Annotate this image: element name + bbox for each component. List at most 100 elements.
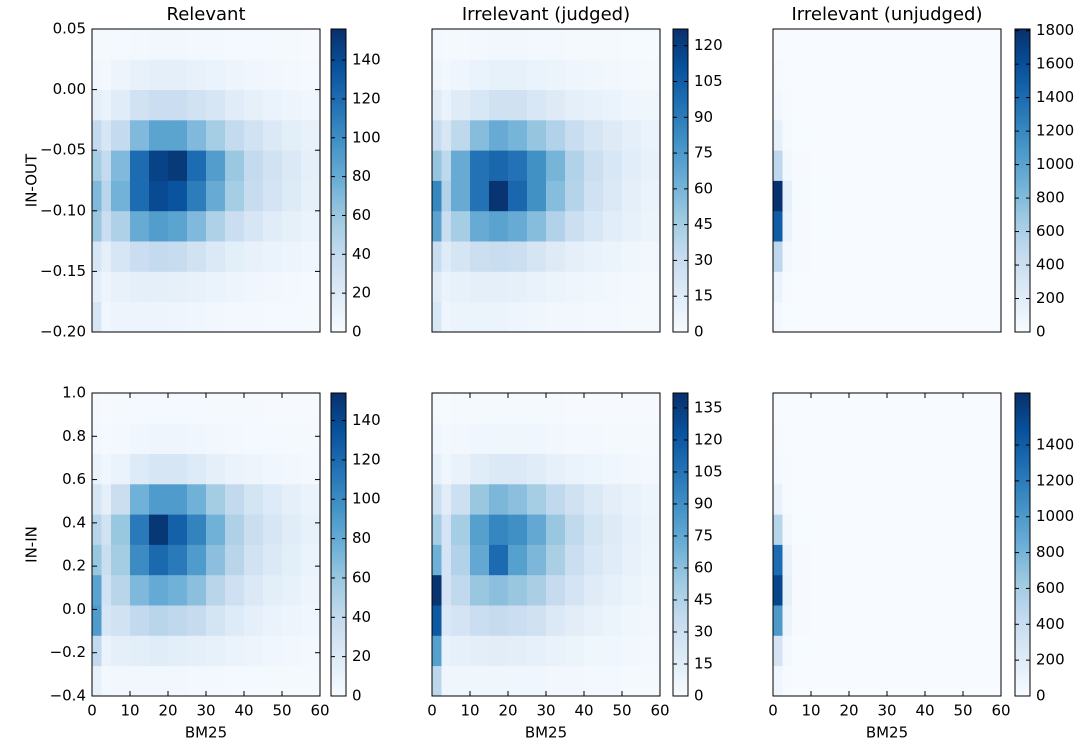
heatmap-cell — [130, 59, 150, 90]
heatmap-cell — [441, 453, 452, 485]
heatmap-cell — [584, 29, 604, 60]
colorbar — [331, 393, 346, 696]
heatmap-cell — [944, 635, 964, 667]
heatmap-cell — [244, 544, 264, 576]
heatmap-cell — [130, 544, 150, 576]
heatmap-cell — [92, 241, 102, 272]
heatmap-cell — [546, 180, 566, 212]
heatmap-cell — [301, 180, 321, 212]
heatmap-cell — [527, 29, 547, 60]
heatmap-cell — [773, 605, 783, 636]
heatmap-cell — [887, 301, 907, 333]
heatmap-cell — [263, 210, 283, 242]
heatmap-cell — [263, 301, 283, 333]
heatmap-cell — [584, 544, 604, 576]
colorbar-tick-label: 120 — [694, 36, 723, 54]
heatmap-cell — [225, 514, 245, 545]
heatmap-cell — [206, 180, 226, 212]
heatmap-cell — [130, 301, 150, 333]
heatmap-cell — [830, 210, 850, 242]
heatmap-cell — [546, 605, 566, 636]
heatmap-cell — [622, 665, 642, 697]
heatmap-cell — [244, 59, 264, 90]
heatmap-cell — [641, 119, 661, 151]
heatmap-cell — [782, 89, 793, 121]
heatmap-cell — [470, 119, 490, 151]
heatmap-cell — [206, 271, 226, 303]
heatmap-cell — [849, 301, 869, 333]
heatmap-cell — [603, 483, 623, 515]
heatmap-cell — [773, 574, 783, 606]
heatmap-cell — [206, 665, 226, 697]
y-tick-label: 0.0 — [62, 600, 86, 618]
heatmap-cell — [641, 393, 661, 424]
heatmap-cell — [489, 89, 509, 121]
heatmap-cell — [868, 150, 888, 181]
heatmap-cell — [527, 635, 547, 667]
heatmap-cell — [887, 271, 907, 303]
heatmap-cell — [187, 605, 207, 636]
heatmap-cell — [244, 483, 264, 515]
x-tick-label: 30 — [877, 702, 896, 720]
heatmap-cell — [149, 271, 169, 303]
colorbar-tick-label: 60 — [694, 558, 713, 576]
heatmap-cell — [111, 301, 131, 333]
heatmap-cell — [944, 605, 964, 636]
heatmap-cell — [101, 544, 112, 576]
heatmap-cell — [130, 453, 150, 485]
heatmap-cell — [168, 59, 188, 90]
heatmap-cell — [101, 423, 112, 454]
heatmap-cell — [622, 544, 642, 576]
heatmap-cell — [149, 665, 169, 697]
heatmap-cell — [149, 514, 169, 545]
heatmap-cell — [868, 544, 888, 576]
colorbar-frame — [672, 392, 689, 697]
heatmap-cell — [982, 150, 1002, 181]
heatmap-cell — [963, 29, 983, 60]
heatmap-cell — [527, 301, 547, 333]
heatmap-cell — [432, 59, 442, 90]
heatmap-cell — [244, 150, 264, 181]
heatmap-cell — [111, 635, 131, 667]
heatmap-cell — [244, 241, 264, 272]
heatmap-cell — [432, 29, 442, 60]
heatmap-cell — [773, 89, 783, 121]
heatmap-cell — [925, 29, 945, 60]
heatmap-cell — [130, 635, 150, 667]
heatmap-cell — [887, 393, 907, 424]
colorbar-frame — [330, 28, 347, 333]
heatmap-cell — [92, 29, 102, 60]
heatmap-cell — [982, 605, 1002, 636]
heatmap-cell — [489, 483, 509, 515]
heatmap-cell — [244, 29, 264, 60]
heatmap-cell — [489, 605, 509, 636]
heatmap-cell — [906, 29, 926, 60]
panel — [432, 393, 661, 697]
heatmap-cell — [225, 605, 245, 636]
colorbar-tick-label: 1400 — [1036, 88, 1074, 106]
heatmap-cell — [868, 574, 888, 606]
heatmap-cell — [546, 544, 566, 576]
heatmap-cell — [508, 514, 528, 545]
heatmap-cell — [622, 271, 642, 303]
heatmap-cell — [130, 29, 150, 60]
heatmap-cell — [792, 665, 812, 697]
heatmap-cell — [963, 180, 983, 212]
colorbar-tick-label: 60 — [694, 179, 713, 197]
heatmap-cell — [168, 29, 188, 60]
heatmap-cell — [782, 574, 793, 606]
heatmap-cell — [963, 635, 983, 667]
heatmap-cell — [603, 59, 623, 90]
heatmap-cell — [868, 89, 888, 121]
heatmap-cell — [301, 393, 321, 424]
heatmap-cell — [225, 241, 245, 272]
heatmap-cell — [130, 514, 150, 545]
heatmap-cell — [641, 453, 661, 485]
heatmap-cell — [811, 423, 831, 454]
heatmap-cell — [206, 635, 226, 667]
colorbar-tick-label: 400 — [1036, 256, 1065, 274]
heatmap-cell — [963, 423, 983, 454]
heatmap-cell — [603, 119, 623, 151]
heatmap-cell — [982, 514, 1002, 545]
heatmap-cell — [963, 514, 983, 545]
